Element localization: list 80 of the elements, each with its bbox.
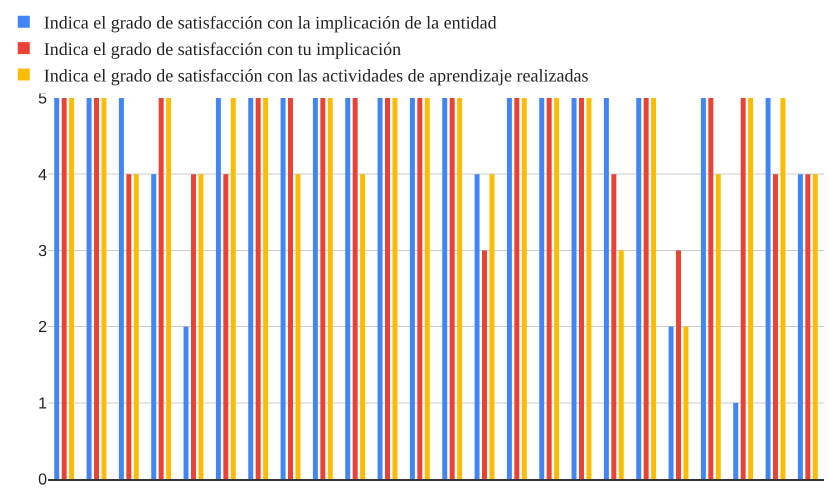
bar	[191, 174, 196, 479]
bar	[489, 174, 494, 479]
bar	[424, 98, 430, 479]
bar	[450, 98, 455, 479]
bar	[780, 98, 786, 479]
bar	[482, 250, 487, 479]
bar	[134, 174, 139, 479]
bar	[378, 98, 383, 479]
bar	[230, 98, 236, 479]
bar	[798, 174, 803, 479]
bar	[636, 98, 642, 479]
bar	[506, 98, 512, 479]
bar	[280, 98, 286, 479]
y-tick-label: 0	[38, 472, 48, 489]
bar	[263, 98, 268, 479]
bar	[198, 174, 204, 479]
bar	[223, 174, 228, 479]
bar	[184, 326, 189, 479]
bar	[410, 98, 415, 479]
bar	[539, 98, 544, 479]
bar	[522, 98, 527, 479]
y-tick-label: 4	[38, 166, 48, 184]
bar	[118, 98, 124, 479]
bar	[69, 98, 74, 479]
bar	[385, 98, 390, 479]
bar	[766, 98, 771, 479]
bar	[773, 174, 778, 479]
bar	[256, 98, 261, 479]
legend-label: Indica el grado de satisfacción con las actividades de aprendizaje realizadas	[44, 66, 588, 86]
bar	[514, 98, 520, 479]
bar	[676, 250, 681, 479]
bar	[683, 326, 688, 479]
bar	[328, 98, 333, 479]
bar	[586, 98, 592, 479]
bar	[86, 98, 92, 479]
bar	[442, 98, 448, 479]
bar	[345, 98, 350, 479]
bar	[320, 98, 326, 479]
bar	[295, 174, 300, 479]
bar	[708, 98, 714, 479]
bar	[288, 98, 293, 479]
bar	[579, 98, 584, 479]
bar	[151, 174, 156, 479]
bar	[668, 326, 674, 479]
bar	[733, 402, 738, 479]
legend-label: Indica el grado de satisfacción con la implicación de la entidad	[44, 12, 497, 33]
bar	[611, 174, 616, 479]
bar	[812, 174, 818, 479]
bar	[572, 98, 577, 479]
bar	[554, 98, 560, 479]
bar	[457, 98, 462, 479]
bar	[360, 174, 366, 479]
y-tick-label: 2	[38, 319, 48, 336]
bar	[352, 98, 358, 479]
bar	[126, 174, 132, 479]
bar	[700, 98, 706, 479]
bar	[248, 98, 254, 479]
y-tick-label: 1	[38, 395, 48, 412]
bar	[740, 98, 746, 479]
bar	[94, 98, 99, 479]
bar	[62, 98, 67, 479]
bar	[312, 98, 318, 479]
bar	[54, 98, 60, 479]
bar	[604, 98, 609, 479]
bar	[474, 174, 480, 479]
bar	[546, 98, 552, 479]
bar	[644, 98, 649, 479]
bar	[716, 174, 721, 479]
bar	[216, 98, 221, 479]
legend-label: Indica el grado de satisfacción con tu implicación	[44, 39, 402, 60]
bar	[805, 174, 810, 479]
bar	[618, 250, 624, 479]
bar	[101, 98, 106, 479]
y-tick-label: 3	[38, 243, 48, 260]
bar	[748, 98, 754, 479]
bar	[417, 98, 422, 479]
bar	[166, 98, 172, 479]
bar	[392, 98, 398, 479]
bar	[158, 98, 164, 479]
bar	[651, 98, 656, 479]
